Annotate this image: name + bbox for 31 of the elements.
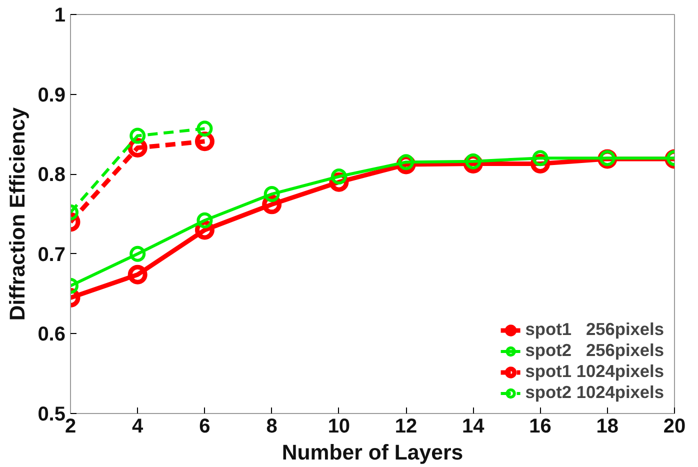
x-tick-label: 16 (529, 416, 552, 438)
y-tick-label: 0.7 (38, 244, 66, 266)
point (196, 120, 213, 137)
point (130, 128, 146, 144)
x-axis-title: Number of Layers (282, 440, 464, 464)
x-tick-label: 20 (663, 416, 686, 438)
point (264, 186, 280, 202)
y-tick-label: 1 (54, 4, 66, 26)
y-tick-label: 0.5 (38, 404, 66, 426)
legend-label: spot2 1024pixels (525, 382, 664, 403)
point (130, 246, 146, 262)
x-tick-label: 12 (394, 416, 418, 438)
y-tick-label: 0.6 (38, 324, 66, 346)
point (465, 153, 482, 170)
y-tick-label: 0.8 (38, 164, 66, 186)
point (196, 212, 213, 228)
legend-label: spot1 256pixels (525, 319, 664, 340)
legend-label: spot1 1024pixels (525, 361, 664, 382)
legend-label: spot2 256pixels (525, 340, 664, 361)
x-tick-label: 14 (462, 416, 486, 438)
x-tick-label: 4 (132, 416, 144, 438)
point (128, 264, 148, 284)
point (532, 150, 548, 166)
x-tick-label: 2 (64, 416, 76, 438)
y-axis-title: Diffraction Efficiency (6, 107, 30, 321)
x-tick-label: 10 (328, 416, 350, 438)
y-tick-label: 0.9 (38, 84, 66, 106)
x-tick-label: 8 (266, 416, 278, 438)
point (398, 154, 414, 170)
x-tick-label: 6 (199, 416, 210, 438)
x-tick-label: 18 (596, 416, 619, 438)
